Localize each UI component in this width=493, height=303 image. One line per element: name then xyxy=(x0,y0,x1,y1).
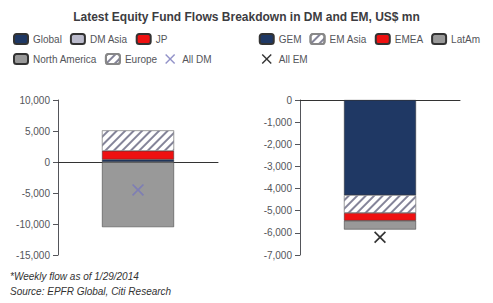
svg-text:-5,000: -5,000 xyxy=(22,188,51,199)
svg-text:North America: North America xyxy=(33,54,97,65)
svg-text:All DM: All DM xyxy=(182,54,211,65)
svg-text:EM Asia: EM Asia xyxy=(330,34,367,45)
svg-text:-2,000: -2,000 xyxy=(264,139,293,150)
svg-text:Latest Equity Fund Flows Break: Latest Equity Fund Flows Breakdown in DM… xyxy=(73,10,420,24)
svg-text:Source: EPFR Global, Citi Rese: Source: EPFR Global, Citi Research xyxy=(10,286,172,297)
svg-text:10,000: 10,000 xyxy=(19,95,50,106)
svg-text:-7,000: -7,000 xyxy=(264,250,293,261)
svg-text:-5,000: -5,000 xyxy=(264,205,293,216)
svg-text:-3,000: -3,000 xyxy=(264,161,293,172)
svg-text:All EM: All EM xyxy=(279,54,308,65)
svg-text:-10,000: -10,000 xyxy=(16,219,50,230)
svg-text:-4,000: -4,000 xyxy=(264,183,293,194)
svg-text:-1,000: -1,000 xyxy=(264,117,293,128)
svg-text:0: 0 xyxy=(286,95,292,106)
svg-text:LatAm: LatAm xyxy=(451,34,480,45)
svg-text:GEM: GEM xyxy=(279,34,302,45)
svg-text:JP: JP xyxy=(156,34,168,45)
svg-text:-6,000: -6,000 xyxy=(264,227,293,238)
svg-text:EMEA: EMEA xyxy=(395,34,424,45)
svg-text:5,000: 5,000 xyxy=(25,126,50,137)
svg-text:Europe: Europe xyxy=(125,54,158,65)
svg-text:-15,000: -15,000 xyxy=(16,250,50,261)
svg-text:*Weekly flow as of 1/29/2014: *Weekly flow as of 1/29/2014 xyxy=(10,271,139,282)
svg-text:Global: Global xyxy=(33,34,62,45)
svg-text:DM Asia: DM Asia xyxy=(90,34,128,45)
svg-text:0: 0 xyxy=(44,157,50,168)
